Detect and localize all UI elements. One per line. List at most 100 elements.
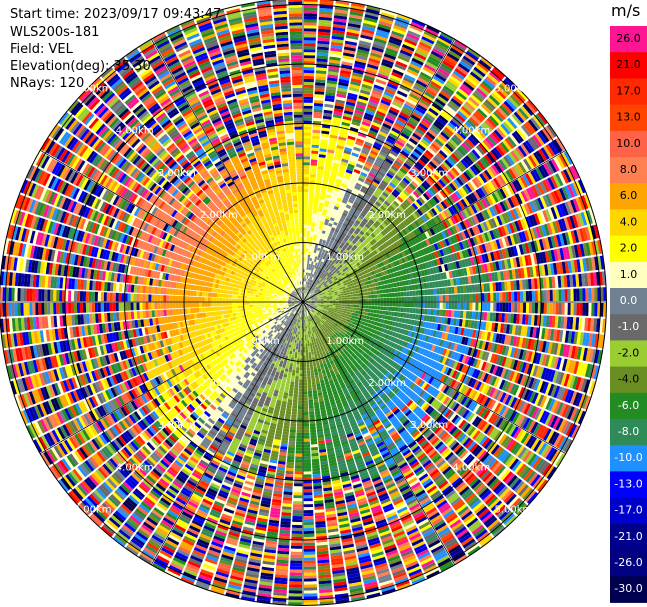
- velocity-gate: [527, 99, 539, 113]
- velocity-gate: [318, 290, 321, 293]
- velocity-gate: [406, 225, 413, 232]
- velocity-gate: [535, 150, 545, 163]
- velocity-gate: [421, 36, 435, 45]
- velocity-gate: [398, 302, 402, 307]
- velocity-gate: [486, 97, 498, 108]
- velocity-gate: [317, 37, 330, 42]
- velocity-gate: [350, 283, 354, 287]
- velocity-gate: [307, 254, 311, 258]
- velocity-gate: [329, 271, 333, 275]
- velocity-gate: [344, 299, 348, 302]
- velocity-gate: [328, 284, 332, 287]
- velocity-gate: [515, 207, 523, 219]
- velocity-gate: [570, 199, 578, 213]
- velocity-gate: [401, 165, 410, 173]
- velocity-gate: [331, 261, 335, 265]
- velocity-gate: [375, 201, 382, 207]
- velocity-gate: [388, 39, 402, 47]
- velocity-gate: [367, 242, 373, 248]
- velocity-gate: [309, 293, 312, 296]
- velocity-gate: [493, 147, 503, 158]
- velocity-gate: [324, 284, 328, 288]
- velocity-gate: [353, 302, 357, 305]
- velocity-gate: [388, 109, 399, 117]
- velocity-gate: [303, 260, 305, 264]
- velocity-gate: [372, 244, 378, 250]
- velocity-gate: [378, 131, 388, 138]
- velocity-gate: [390, 33, 404, 41]
- velocity-gate: [349, 11, 364, 17]
- velocity-gate: [460, 173, 469, 183]
- velocity-gate: [520, 160, 530, 172]
- velocity-gate: [374, 212, 381, 218]
- velocity-gate: [442, 175, 451, 184]
- velocity-gate: [341, 306, 345, 309]
- velocity-gate: [323, 253, 328, 257]
- velocity-gate: [338, 169, 345, 175]
- velocity-gate: [442, 60, 455, 70]
- velocity-gate: [315, 278, 318, 282]
- velocity-gate: [334, 9, 349, 14]
- velocity-gate: [316, 52, 329, 57]
- velocity-gate: [311, 280, 314, 284]
- velocity-gate: [350, 81, 361, 87]
- velocity-gate: [303, 129, 312, 133]
- velocity-gate: [391, 292, 396, 297]
- velocity-gate: [314, 225, 319, 230]
- velocity-gate: [310, 234, 314, 238]
- velocity-gate: [303, 75, 314, 80]
- velocity-gate: [504, 185, 512, 196]
- velocity-gate: [405, 208, 412, 216]
- velocity-gate: [483, 184, 491, 195]
- velocity-gate: [378, 232, 384, 239]
- velocity-gate: [508, 168, 517, 180]
- velocity-gate: [311, 156, 318, 160]
- velocity-gate: [304, 278, 306, 282]
- velocity-gate: [345, 287, 349, 291]
- velocity-gate: [404, 160, 413, 168]
- velocity-gate: [483, 209, 491, 220]
- velocity-gate: [346, 309, 350, 312]
- velocity-gate: [303, 72, 315, 77]
- velocity-gate: [314, 285, 317, 289]
- velocity-gate: [500, 225, 507, 236]
- velocity-gate: [303, 203, 308, 207]
- velocity-gate: [387, 216, 394, 223]
- velocity-gate: [357, 46, 370, 52]
- velocity-gate: [414, 258, 419, 265]
- velocity-gate: [432, 226, 438, 234]
- velocity-gate: [303, 248, 306, 252]
- velocity-gate: [448, 310, 452, 317]
- velocity-gate: [372, 118, 383, 126]
- velocity-gate: [303, 34, 317, 38]
- velocity-gate: [458, 200, 465, 210]
- velocity-gate: [346, 28, 360, 35]
- velocity-gate: [419, 256, 425, 263]
- velocity-gate: [496, 161, 505, 172]
- velocity-gate: [339, 189, 346, 194]
- velocity-gate: [382, 56, 395, 63]
- velocity-gate: [347, 294, 351, 298]
- velocity-gate: [474, 110, 486, 121]
- velocity-gate: [377, 302, 381, 306]
- velocity-gate: [346, 281, 351, 285]
- velocity-gate: [431, 124, 441, 133]
- velocity-gate: [338, 78, 350, 84]
- velocity-gate: [316, 177, 323, 182]
- velocity-gate: [433, 288, 437, 295]
- velocity-gate: [329, 263, 333, 268]
- velocity-gate: [504, 77, 517, 89]
- velocity-gate: [317, 254, 321, 258]
- velocity-gate: [539, 181, 548, 194]
- velocity-gate: [316, 294, 320, 296]
- velocity-gate: [363, 143, 372, 150]
- velocity-gate: [329, 220, 334, 225]
- velocity-gate: [406, 255, 412, 262]
- velocity-gate: [505, 154, 515, 166]
- velocity-gate: [418, 206, 426, 215]
- velocity-gate: [448, 302, 452, 310]
- velocity-gate: [314, 296, 318, 299]
- velocity-gate: [333, 18, 347, 23]
- velocity-gate: [394, 312, 398, 317]
- velocity-gate: [320, 289, 324, 292]
